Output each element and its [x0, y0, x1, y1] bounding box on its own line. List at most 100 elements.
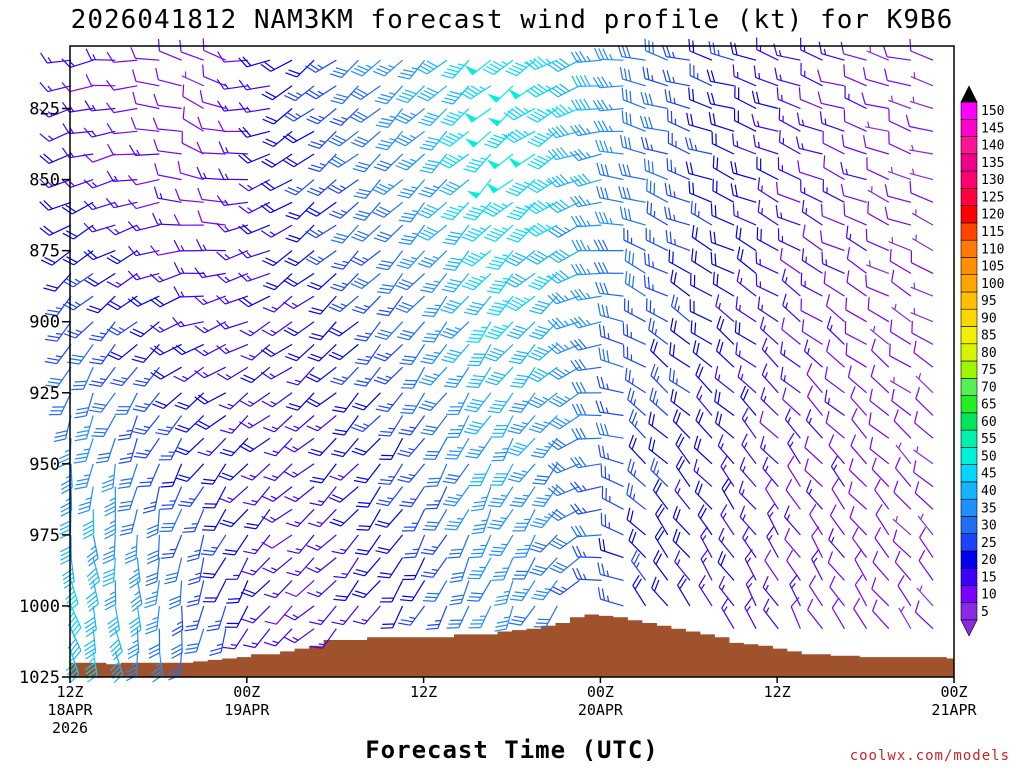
wind-barb: [307, 579, 337, 598]
wind-barb: [509, 486, 536, 508]
wind-barb: [261, 321, 293, 337]
wind-barb: [327, 153, 359, 168]
wind-barb: [150, 245, 182, 256]
wind-barb: [569, 338, 602, 351]
wind-barb: [309, 605, 337, 626]
wind-barb: [760, 435, 779, 465]
wind-barb: [184, 605, 205, 632]
wind-barb: [127, 295, 160, 307]
wind-barb: [155, 415, 183, 436]
wind-barb: [600, 512, 624, 536]
wind-barb: [484, 130, 514, 149]
wind-barb: [74, 415, 94, 442]
wind-barb: [398, 605, 426, 626]
colorbar-label: 120: [981, 208, 1004, 223]
wind-barb: [308, 437, 337, 457]
wind-barb: [127, 199, 160, 210]
colorbar-label: 10: [981, 588, 997, 603]
wind-barb: [400, 366, 426, 389]
colorbar-label: 60: [981, 415, 997, 430]
wind-barb: [593, 239, 624, 252]
wind-barb: [548, 249, 580, 264]
wind-barb: [684, 137, 713, 155]
wind-barb: [160, 463, 183, 488]
wind-barb: [197, 437, 227, 457]
wind-barb: [759, 316, 779, 345]
wind-barb: [819, 111, 845, 132]
wind-barb: [917, 513, 934, 536]
wind-barb: [756, 227, 779, 252]
wind-barb: [695, 408, 713, 439]
wind-barb: [909, 168, 934, 181]
wind-barb: [491, 437, 514, 462]
wind-barb: [817, 91, 845, 110]
wind-barb: [352, 392, 381, 411]
wind-barb: [737, 365, 757, 394]
wind-barb: [283, 628, 315, 644]
colorbar-swatch: [960, 326, 978, 345]
wind-barb: [778, 129, 801, 155]
wind-barb: [549, 557, 580, 574]
wind-barb: [194, 343, 227, 357]
wind-barb: [441, 344, 470, 364]
wind-barb: [690, 320, 713, 345]
wind-barb: [422, 580, 448, 602]
wind-barb: [395, 295, 426, 313]
wind-barb: [418, 392, 448, 412]
wind-barb: [374, 321, 404, 340]
wind-barb: [529, 508, 558, 529]
wind-barb: [175, 463, 205, 482]
wind-barb: [595, 139, 624, 155]
wind-barb: [849, 506, 868, 536]
wind-barb: [865, 228, 890, 252]
wind-barb: [216, 272, 249, 284]
wind-barb: [491, 557, 514, 581]
wind-barb: [442, 224, 470, 245]
wind-barb: [202, 486, 227, 509]
wind-barb: [206, 605, 227, 632]
wind-barb: [785, 478, 801, 510]
wind-barb: [619, 206, 646, 226]
wind-barb: [867, 297, 890, 323]
wind-barb: [105, 224, 138, 236]
wind-barb: [884, 68, 912, 87]
wind-barb: [216, 319, 249, 330]
wind-barb: [39, 153, 72, 164]
wind-barb: [845, 297, 867, 323]
wind-barb: [425, 605, 448, 630]
wind-barb: [158, 437, 183, 461]
wind-barb: [424, 486, 448, 510]
wind-barb: [397, 463, 426, 483]
wind-barb: [284, 85, 315, 102]
wind-barb: [77, 486, 94, 515]
wind-barb: [802, 224, 823, 252]
colorbar-label: 130: [981, 173, 1004, 188]
wind-barb: [643, 252, 669, 274]
wind-barb: [744, 597, 757, 629]
wind-barb: [45, 366, 72, 388]
wind-barb: [761, 363, 779, 394]
wind-barb: [757, 199, 779, 226]
wind-barb: [195, 239, 226, 252]
wind-barb: [571, 75, 602, 87]
wind-barb: [527, 392, 558, 409]
wind-barb: [62, 557, 75, 589]
wind-barb: [595, 422, 624, 439]
wind-barb: [844, 321, 867, 345]
wind-barb: [528, 415, 558, 434]
wind-barb: [159, 486, 183, 510]
wind-barb: [218, 463, 249, 481]
wind-barb: [828, 434, 845, 465]
wind-barb: [397, 179, 426, 199]
wind-barb: [216, 250, 249, 261]
wind-barb: [150, 295, 182, 308]
wind-barb: [181, 131, 204, 155]
wind-barb: [801, 248, 823, 274]
wind-barb: [306, 366, 337, 383]
x-tick-label: 12Z: [410, 683, 437, 701]
wind-barb: [224, 605, 249, 628]
wind-barb: [262, 557, 293, 574]
wind-barb: [216, 195, 248, 206]
colorbar-swatch: [960, 412, 978, 431]
wind-barb: [330, 366, 359, 386]
